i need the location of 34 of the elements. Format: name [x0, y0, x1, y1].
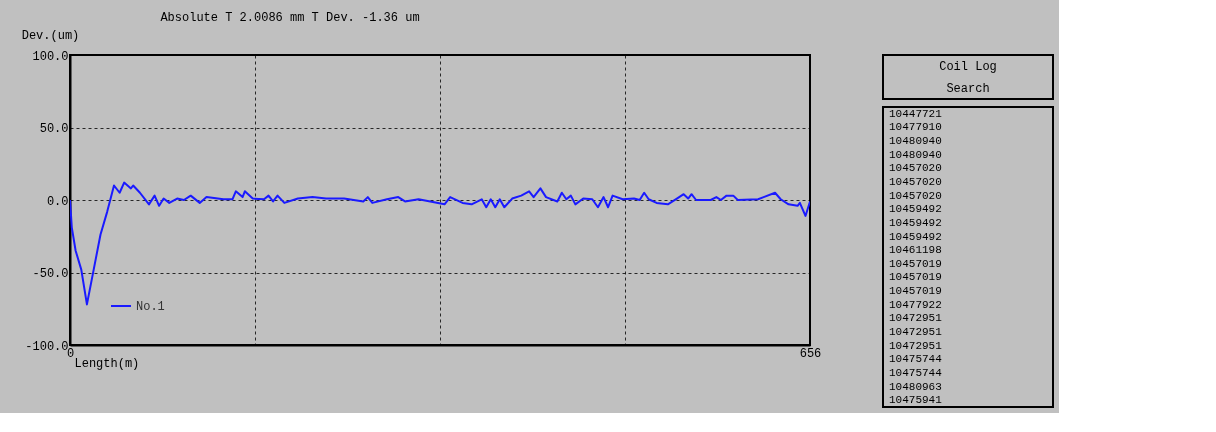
text: 10447721: [889, 107, 943, 120]
text: 10457020: [889, 189, 942, 202]
text: 10472951: [889, 312, 943, 325]
text: 10457020: [889, 176, 942, 188]
legend-label: No.1: [136, 300, 165, 314]
text: Coil Log: [939, 60, 997, 74]
x-axis-title: Length(m): [74, 356, 140, 371]
y-tick-label: 100.0: [32, 49, 69, 64]
text: 10475744: [889, 366, 943, 379]
text: 10461198: [889, 244, 942, 257]
text: 10459492: [889, 216, 942, 229]
text: 10457019: [889, 257, 942, 270]
text: 10480940: [889, 135, 942, 148]
y-tick-label: 0.0: [46, 194, 69, 209]
y-tick-label: -50.0: [32, 267, 69, 281]
text: 10477922: [889, 298, 942, 311]
text: 10480940: [889, 148, 942, 161]
y-tick-label: 50.0: [39, 122, 69, 136]
text: 10475941: [889, 394, 943, 407]
x-tick-label: 656: [799, 346, 822, 361]
text: 10480963: [889, 380, 942, 393]
y-tick-label: -100.0: [25, 339, 69, 354]
text: 10477910: [889, 121, 942, 134]
chart-title: Absolute T 2.0086 mm T Dev. -1.36 um: [160, 11, 420, 25]
text: 10472951: [889, 339, 943, 352]
text: 10459492: [889, 203, 942, 216]
text: 10457020: [889, 162, 942, 175]
text: Search: [946, 82, 990, 96]
y-axis-title: Dev.(um): [21, 28, 80, 43]
text: 10457019: [889, 285, 942, 298]
text: 10472951: [889, 326, 943, 338]
text: 10457019: [889, 271, 942, 284]
text: 10475744: [889, 353, 943, 366]
text: 10459492: [889, 230, 942, 243]
